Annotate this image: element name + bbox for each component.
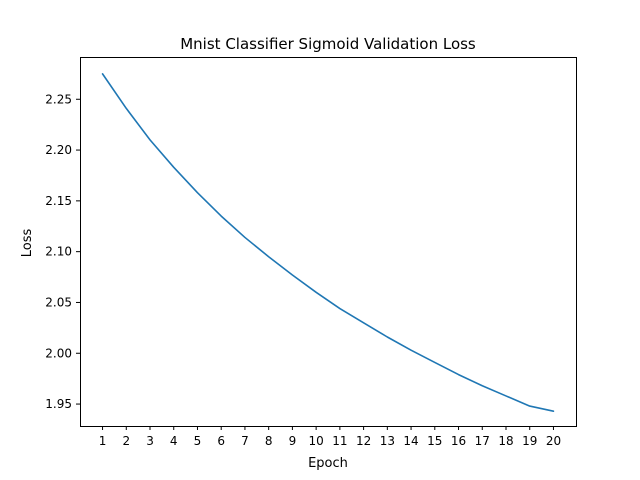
y-axis: 1.95 2.00 2.05 2.10 2.15 2.20 2.25 [45,92,80,411]
y-tick-label: 1.95 [45,397,72,411]
y-tick-label: 2.20 [45,143,72,157]
x-tick-label: 18 [498,434,513,448]
chart-title: Mnist Classifier Sigmoid Validation Loss [180,35,476,53]
x-tick-label: 7 [241,434,249,448]
x-tick-label: 1 [99,434,107,448]
x-tick-label: 8 [265,434,273,448]
x-tick-label: 19 [522,434,537,448]
y-tick-label: 2.10 [45,245,72,259]
y-tick-label: 2.15 [45,194,72,208]
x-tick-label: 20 [546,434,561,448]
x-tick-label: 17 [475,434,490,448]
x-tick-label: 16 [451,434,466,448]
axes-frame [80,57,577,427]
x-tick-label: 14 [403,434,418,448]
x-tick-label: 11 [332,434,347,448]
plot-area [101,73,555,412]
x-tick-label: 10 [308,434,323,448]
y-tick-label: 2.05 [45,295,72,309]
x-tick-label: 15 [427,434,442,448]
series-line [101,73,555,412]
x-tick-label: 6 [217,434,225,448]
x-tick-label: 5 [194,434,202,448]
x-tick-label: 2 [122,434,130,448]
x-tick-label: 13 [380,434,395,448]
x-tick-label: 9 [289,434,297,448]
y-axis-label: Loss [20,229,35,258]
y-tick-label: 2.00 [45,346,72,360]
x-axis-label: Epoch [308,456,348,471]
y-tick-label: 2.25 [45,92,72,106]
x-tick-label: 4 [170,434,178,448]
x-tick-label: 12 [356,434,371,448]
x-axis: 1 2 3 4 5 6 7 8 9 10 11 12 13 14 15 16 17 18 19 20 [99,426,561,448]
x-tick-label: 3 [146,434,154,448]
